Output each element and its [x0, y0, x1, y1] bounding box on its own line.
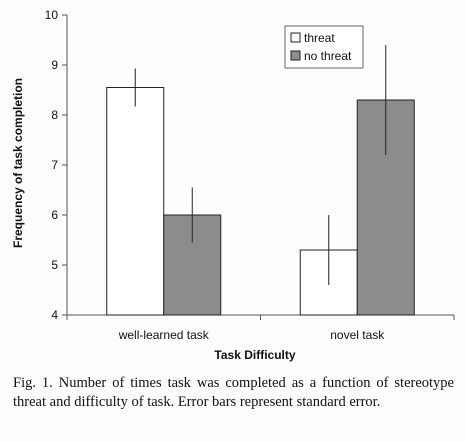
bar	[106, 87, 165, 316]
x-tick-label: well-learned task	[118, 328, 210, 342]
bar-chart: 4 5 6 7 8 9 10 well-learned task novel task Fre…	[11, 8, 455, 362]
y-axis-title: Frequency of task completion	[11, 78, 25, 248]
legend-label: no threat	[304, 49, 352, 63]
x-tick-label: novel task	[330, 328, 385, 342]
error-bars	[134, 45, 387, 285]
y-tick-label: 8	[51, 108, 58, 122]
y-tick-label: 9	[51, 58, 58, 72]
y-axis: 4 5 6 7 8 9 10	[45, 8, 68, 322]
legend: threat no threat	[284, 25, 364, 69]
legend-swatch	[290, 32, 301, 43]
x-axis: well-learned task novel task	[66, 314, 455, 342]
figure-caption: Fig. 1. Number of times task was complet…	[13, 375, 454, 410]
y-tick-label: 7	[51, 158, 58, 172]
legend-swatch	[290, 50, 301, 61]
y-tick-label: 5	[51, 258, 58, 272]
x-axis-title: Task Difficulty	[214, 348, 295, 362]
y-tick-label: 6	[51, 208, 58, 222]
bars	[106, 87, 415, 316]
y-tick-label: 10	[45, 8, 59, 22]
y-tick-label: 4	[51, 308, 58, 322]
legend-label: threat	[304, 31, 335, 45]
